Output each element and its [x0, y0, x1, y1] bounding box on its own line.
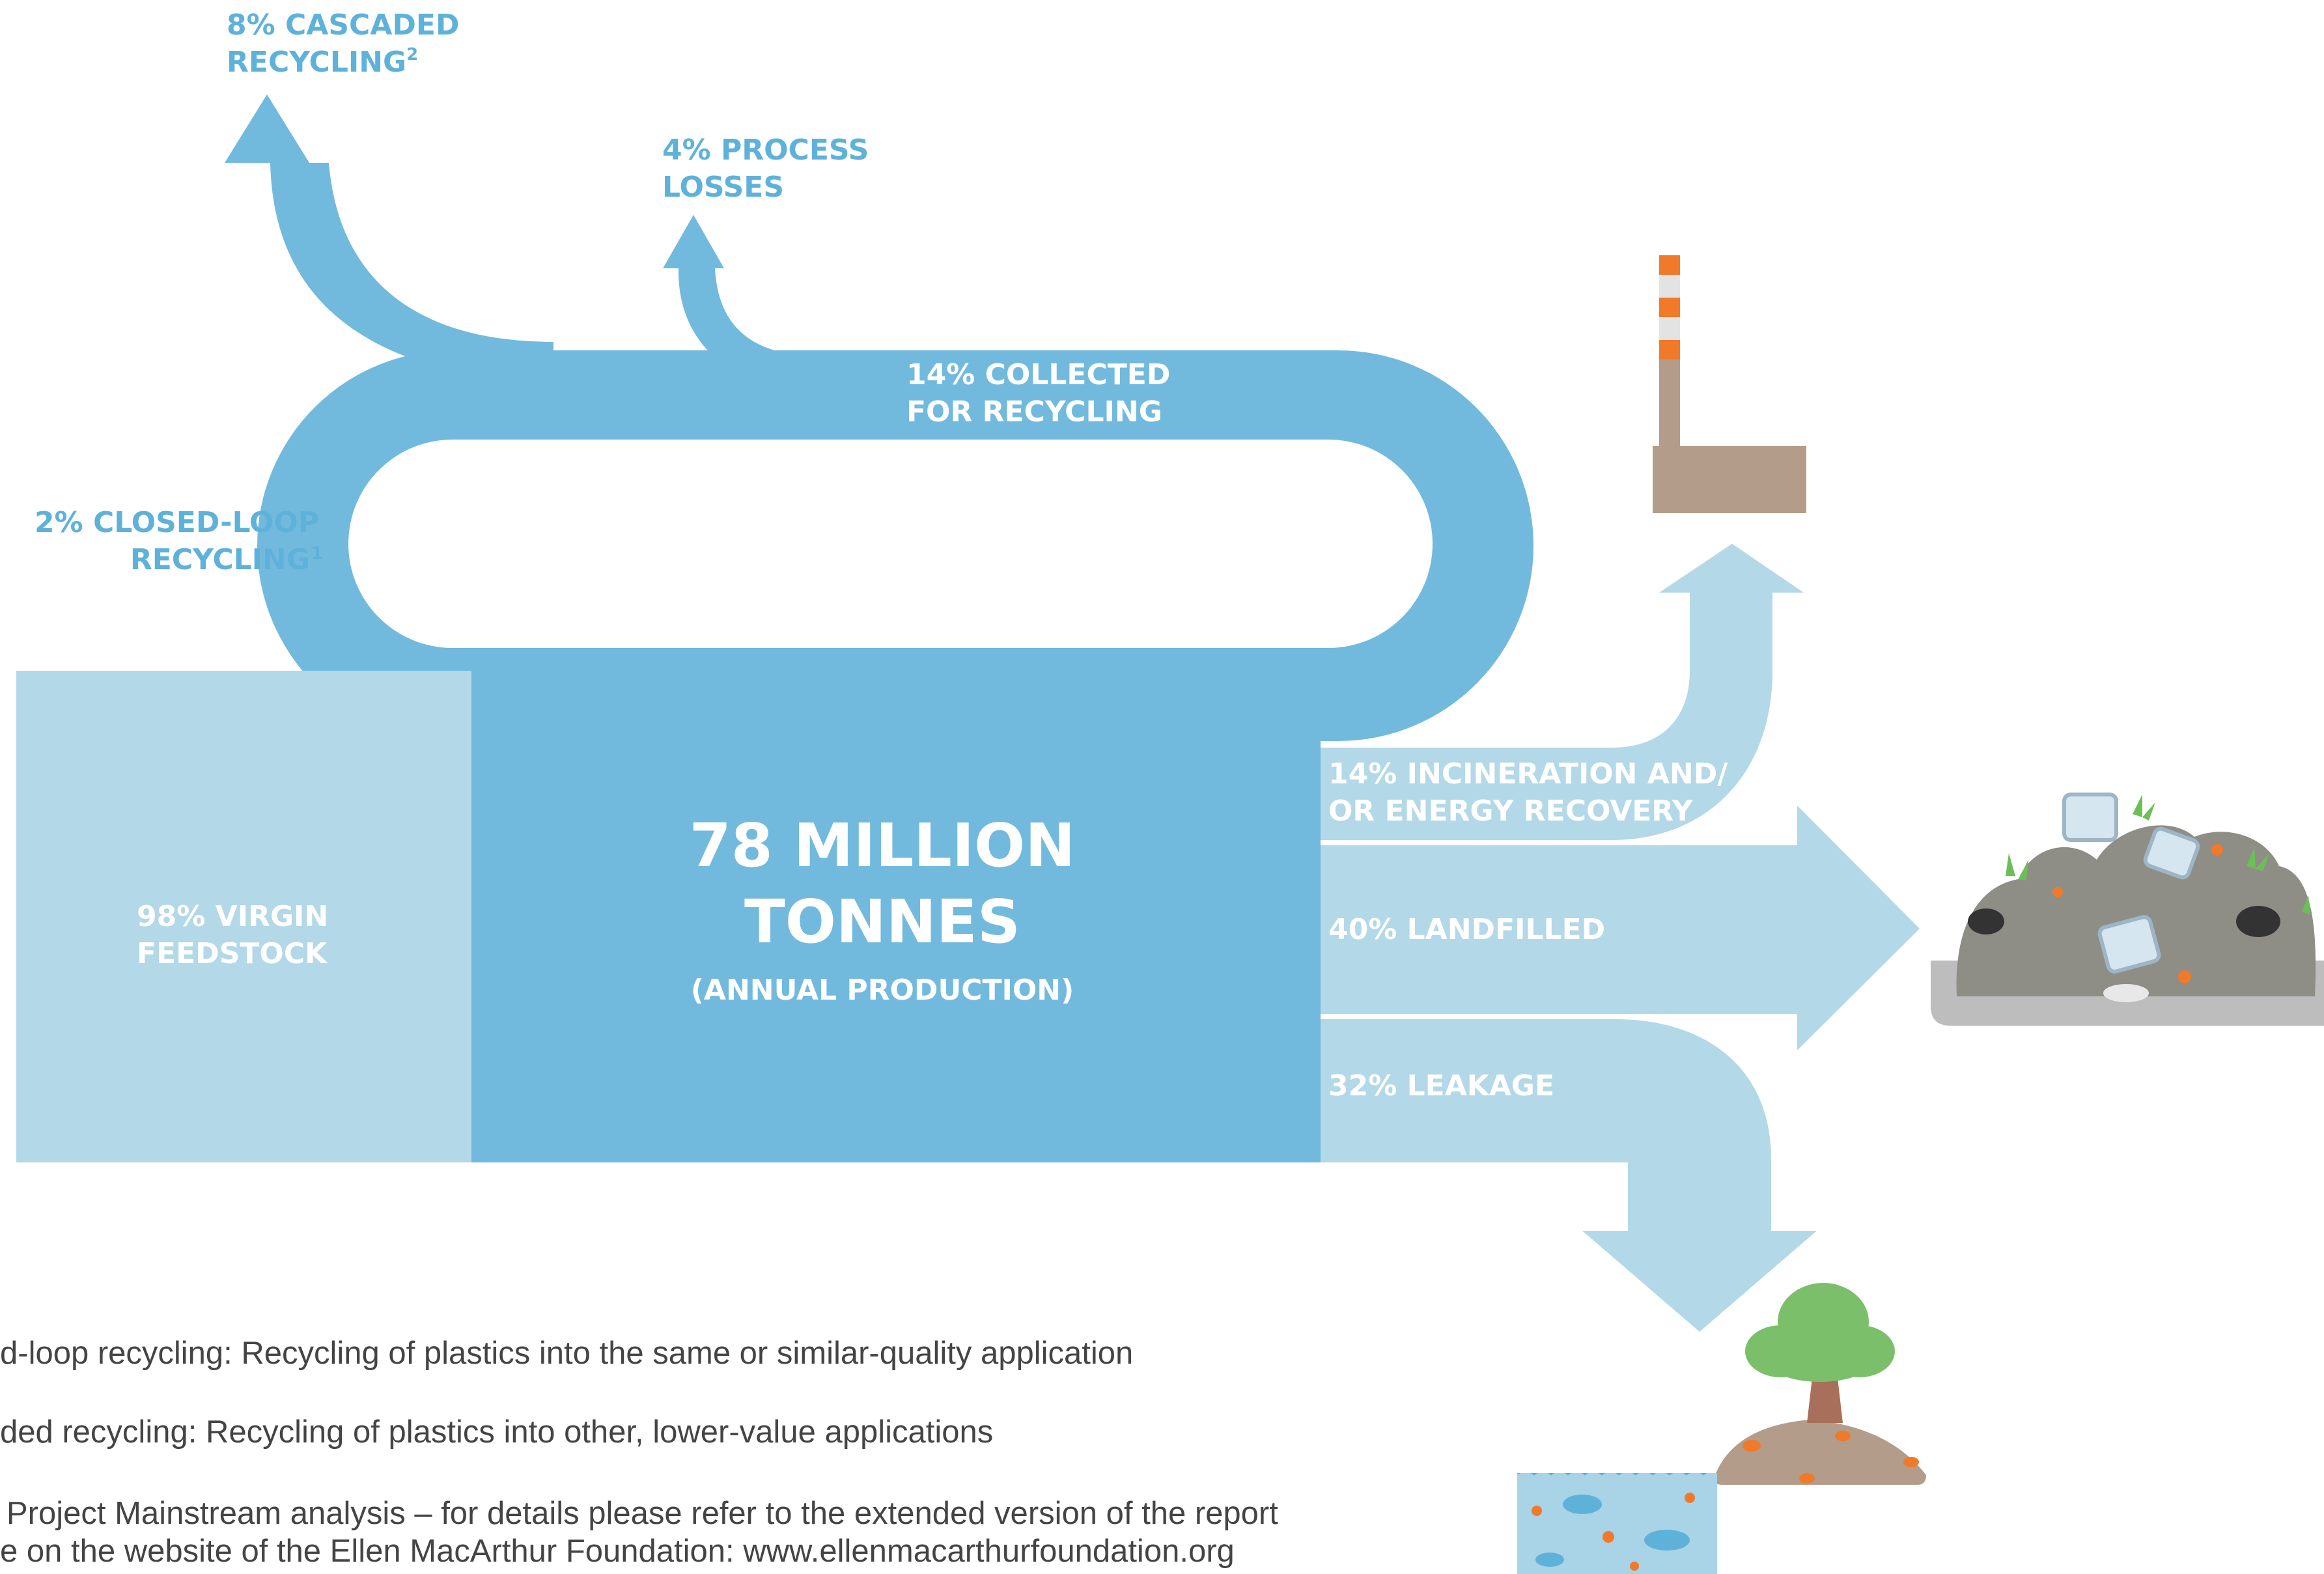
- cascaded-footnote-marker: 2: [406, 45, 418, 64]
- closed-loop-line2: RECYCLING: [130, 543, 310, 576]
- leakage-arrow: [1321, 1019, 1817, 1332]
- process-losses-line1: 4% PROCESS: [662, 134, 869, 167]
- collected-for-recycling-label: 14% COLLECTED FOR RECYCLING: [906, 358, 1181, 429]
- virgin-feedstock-line2: FEEDSTOCK: [137, 937, 328, 970]
- process-losses-line2: LOSSES: [662, 171, 784, 204]
- virgin-feedstock-label: 98% VIRGIN FEEDSTOCK: [137, 900, 339, 970]
- leakage-label: 32% LEAKAGE: [1328, 1069, 1554, 1103]
- collected-line1: 14% COLLECTED: [906, 358, 1170, 391]
- factory-chimney-icon: [1653, 255, 1806, 513]
- primary-flow: [225, 94, 1533, 1162]
- virgin-feedstock-block: [16, 671, 471, 1162]
- secondary-flow: [16, 544, 1920, 1332]
- footnote-1: d-loop recycling: Recycling of plastics …: [0, 1336, 1133, 1371]
- cascaded-line2: RECYCLING: [227, 46, 406, 79]
- production-value: 78 MILLION: [690, 811, 1076, 880]
- cascaded-recycling-arrow: [225, 94, 553, 384]
- incineration-arrow: [1321, 544, 1804, 840]
- footnote-2: ded recycling: Recycling of plastics int…: [0, 1414, 993, 1450]
- collected-line2: FOR RECYCLING: [906, 395, 1162, 429]
- cascaded-recycling-label: 8% CASCADED RECYCLING2: [227, 8, 469, 79]
- virgin-feedstock-line1: 98% VIRGIN: [137, 900, 328, 933]
- closed-loop-line1: 2% CLOSED-LOOP: [35, 506, 319, 539]
- process-losses-arrow: [663, 215, 788, 387]
- process-losses-label: 4% PROCESS LOSSES: [662, 134, 879, 204]
- central-block: [470, 648, 1321, 1162]
- landfill-pile-icon: [1931, 793, 2324, 1026]
- closed-loop-label-line2: RECYCLING: [130, 543, 310, 576]
- incineration-line1: 14% INCINERATION AND/: [1328, 757, 1728, 791]
- incineration-label: 14% INCINERATION AND/ OR ENERGY RECOVERY: [1328, 757, 1738, 828]
- landfilled-arrow: [1321, 806, 1920, 1050]
- production-unit: TONNES: [744, 887, 1020, 957]
- landfilled-label: 40% LANDFILLED: [1328, 913, 1605, 946]
- footnote-4: e on the website of the Ellen MacArthur …: [0, 1534, 1235, 1569]
- cascaded-line1: 8% CASCADED: [227, 8, 460, 42]
- island-ocean-icon: [1517, 1283, 1926, 1574]
- footnote-3: Project Mainstream analysis – for detail…: [7, 1496, 1278, 1531]
- closed-loop-footnote-marker: 1: [311, 544, 323, 563]
- production-caption: (ANNUAL PRODUCTION): [691, 974, 1074, 1007]
- closed-loop-label: 2% CLOSED-LOOP: [35, 506, 319, 539]
- incineration-line2: OR ENERGY RECOVERY: [1328, 794, 1694, 828]
